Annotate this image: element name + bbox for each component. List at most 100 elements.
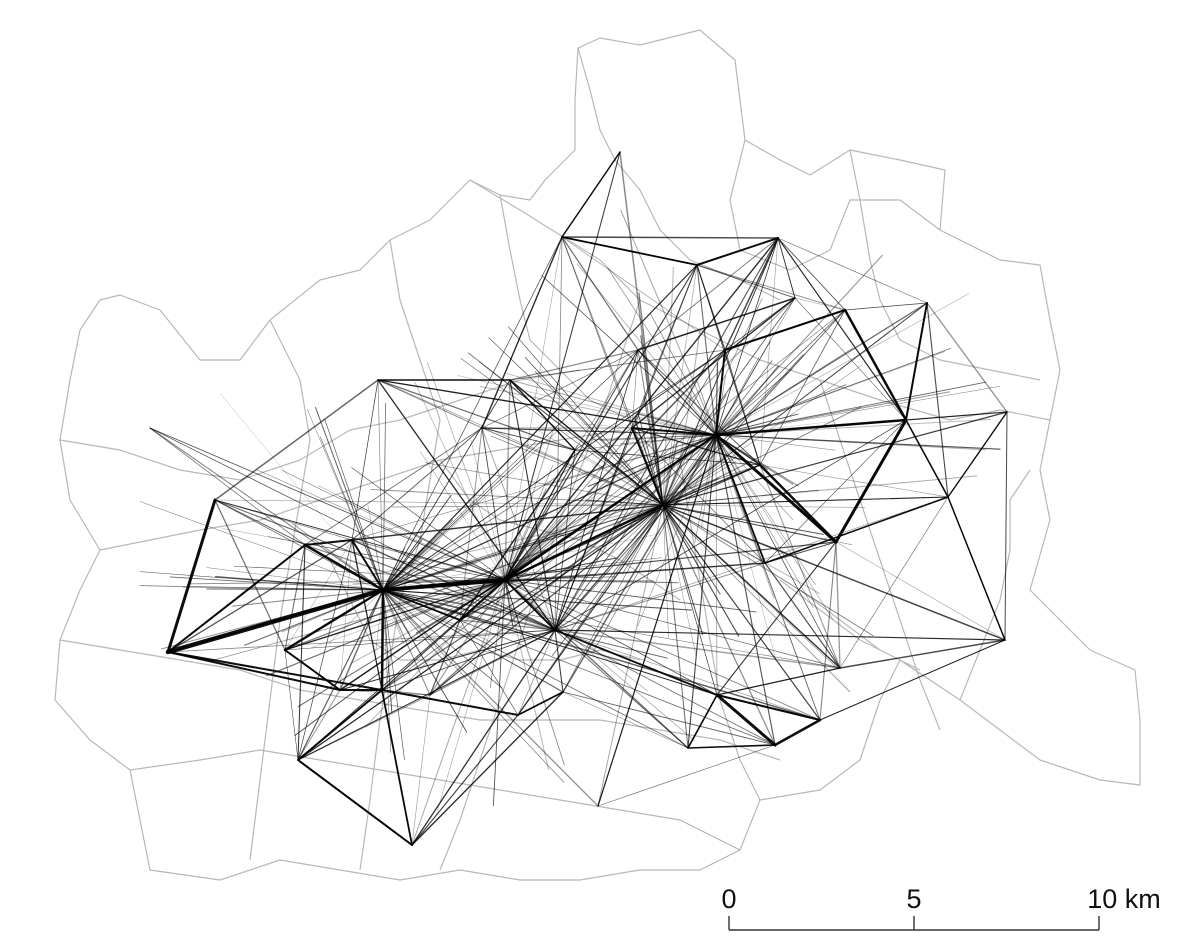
flow-line-58 <box>167 629 556 653</box>
flow-line-17 <box>382 589 689 749</box>
strong-flow-14 <box>716 694 821 721</box>
flow-line-241 <box>839 639 1006 669</box>
spoke-line-272 <box>328 589 384 644</box>
flow-line-22 <box>339 589 384 691</box>
spoke-line-327 <box>437 579 506 812</box>
strong-flow-30 <box>517 691 564 716</box>
flow-line-95 <box>777 237 907 421</box>
spoke-line-333 <box>266 579 506 677</box>
spoke-line-301 <box>315 406 384 591</box>
spoke-line-276 <box>220 393 384 591</box>
flow-line-166 <box>554 349 639 631</box>
flow-line-163 <box>284 629 556 651</box>
flow-line-14 <box>382 427 633 591</box>
flow-line-185 <box>297 539 353 761</box>
flow-line-10 <box>377 379 384 591</box>
spoke-line-357 <box>380 579 506 628</box>
flow-line-126 <box>562 504 664 693</box>
flow-line-51 <box>351 539 506 581</box>
spoke-line-472 <box>662 504 821 595</box>
spoke-line-458 <box>490 435 664 506</box>
flow-line-160 <box>554 562 766 631</box>
spoke-line-332 <box>504 432 632 581</box>
strong-flow-29 <box>381 689 519 716</box>
flow-line-151 <box>554 237 779 631</box>
flow-line-246 <box>214 499 353 541</box>
flow-line-27 <box>382 349 639 591</box>
flow-line-156 <box>554 629 689 749</box>
flow-line-180 <box>304 427 483 546</box>
spoke-line-334 <box>281 470 506 581</box>
spoke-line-379 <box>715 434 1001 450</box>
strong-flow-27 <box>284 649 341 691</box>
flow-line-162 <box>339 629 556 691</box>
strong-flow-26 <box>304 539 353 546</box>
flow-line-198 <box>351 379 379 541</box>
spoke-line-409 <box>620 434 717 445</box>
flow-line-150 <box>554 449 576 631</box>
flow-line-127 <box>284 504 664 651</box>
spoke-line-431 <box>391 504 664 508</box>
district-boundaries <box>54 29 1141 881</box>
strong-flow-13 <box>773 718 822 747</box>
spoke-line-471 <box>662 504 851 692</box>
spoke-line-265 <box>139 501 384 591</box>
strong-flow-35 <box>905 302 928 421</box>
strong-flow-21 <box>696 237 779 266</box>
spoke-line-264 <box>382 589 498 646</box>
flow-line-249 <box>459 427 483 621</box>
flow-line-248 <box>481 349 639 429</box>
strong-flow-31 <box>631 427 664 506</box>
flow-line-125 <box>662 504 766 564</box>
strong-flow-32 <box>631 427 717 436</box>
flow-line-152 <box>554 496 949 631</box>
spoke-line-361 <box>504 576 616 581</box>
spoke-line-447 <box>638 292 664 506</box>
flow-line-128 <box>351 504 664 541</box>
strong-flow-43 <box>167 651 341 691</box>
flow-line-52 <box>504 151 621 581</box>
spoke-line-428 <box>662 504 721 595</box>
district-line-5 <box>99 429 621 551</box>
flow-line-240 <box>1004 411 1008 641</box>
spoke-line-339 <box>504 579 695 741</box>
flow-line-212 <box>631 297 796 429</box>
spoke-line-429 <box>510 504 664 552</box>
spoke-line-280 <box>382 521 598 591</box>
flow-line-111 <box>377 379 664 506</box>
flow-line-220 <box>481 236 563 429</box>
spoke-line-441 <box>467 352 664 506</box>
spoke-line-330 <box>504 579 565 766</box>
spoke-line-396 <box>715 360 773 436</box>
flow-line-257 <box>429 619 461 696</box>
spoke-line-403 <box>541 275 717 436</box>
flow-line-29 <box>382 589 431 696</box>
spoke-line-350 <box>504 444 578 581</box>
spoke-line-318 <box>504 487 547 581</box>
strong-flow-2 <box>303 543 385 592</box>
strong-flow-10 <box>834 418 908 544</box>
flow-line-113 <box>561 236 664 506</box>
spoke-line-416 <box>479 385 717 436</box>
spoke-line-443 <box>622 504 664 574</box>
strong-flow-15 <box>166 498 217 654</box>
flow-line-234 <box>926 302 1008 413</box>
spoke-line-401 <box>715 362 719 436</box>
spoke-line-457 <box>662 504 866 508</box>
spoke-line-376 <box>587 434 717 487</box>
spoke-line-295 <box>324 418 384 591</box>
flow-line-193 <box>509 379 576 451</box>
strong-flow-45 <box>764 496 949 564</box>
spoke-line-466 <box>662 478 720 506</box>
strong-flow-36 <box>715 434 766 564</box>
spoke-line-450 <box>662 364 863 506</box>
spoke-line-389 <box>607 267 717 436</box>
spoke-line-321 <box>504 513 548 581</box>
strong-flow-34 <box>561 151 621 238</box>
district-line-9 <box>819 379 941 731</box>
flow-line-177 <box>297 544 306 761</box>
spoke-line-474 <box>662 504 793 556</box>
spoke-line-440 <box>662 354 804 506</box>
spoke-line-331 <box>504 427 555 581</box>
spoke-line-465 <box>488 337 664 506</box>
